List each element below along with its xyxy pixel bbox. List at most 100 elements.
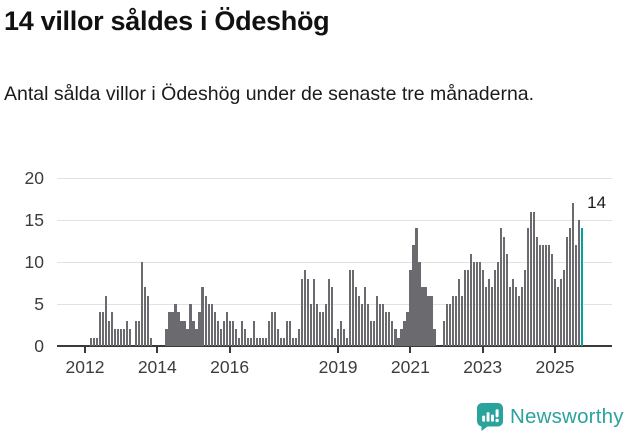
bar	[376, 295, 379, 346]
bar	[279, 337, 283, 346]
x-axis-line	[57, 345, 612, 347]
bar	[502, 236, 505, 346]
bar	[563, 270, 566, 346]
bar	[312, 278, 316, 346]
x-axis-label: 2025	[535, 357, 575, 377]
bar	[445, 304, 448, 346]
bar	[189, 304, 192, 346]
bar	[415, 228, 418, 346]
bar	[331, 287, 334, 346]
bar	[478, 262, 481, 346]
bar	[484, 287, 487, 346]
bar	[373, 320, 376, 346]
bar	[213, 312, 216, 346]
bar	[216, 320, 219, 346]
bar	[514, 287, 518, 346]
bar	[340, 320, 343, 346]
bar	[544, 245, 548, 346]
bar	[246, 337, 249, 346]
bar	[231, 320, 234, 346]
bar	[490, 287, 493, 346]
page-subtitle: Antal sålda villor i Ödeshög under de se…	[4, 83, 535, 105]
bar	[379, 304, 382, 346]
bar	[526, 228, 530, 346]
page-title: 14 villor såldes i Ödeshög	[4, 6, 330, 36]
bar	[451, 295, 454, 346]
newsworthy-icon	[476, 402, 504, 431]
bar	[171, 312, 174, 346]
bar	[144, 287, 147, 346]
bar	[535, 236, 539, 346]
bar	[442, 320, 445, 346]
bar	[418, 262, 421, 346]
bar	[123, 329, 126, 346]
x-axis-label: 2021	[390, 357, 430, 377]
gridline	[57, 303, 612, 305]
bar	[557, 287, 560, 346]
bar	[349, 270, 352, 346]
bar	[222, 320, 225, 346]
bar	[117, 329, 120, 346]
bar	[138, 320, 141, 346]
bar	[303, 270, 307, 346]
bar	[355, 287, 358, 346]
bar	[195, 329, 198, 346]
bar	[493, 270, 496, 346]
bar	[325, 304, 328, 346]
bar	[421, 287, 424, 346]
bar	[102, 312, 105, 346]
bar	[469, 253, 472, 346]
bar	[249, 337, 252, 346]
bar	[499, 228, 502, 346]
bar	[382, 304, 385, 346]
bar	[99, 312, 102, 346]
bar	[346, 337, 349, 346]
bar	[177, 312, 180, 346]
bar	[328, 278, 331, 346]
bar	[273, 312, 276, 346]
bar	[183, 320, 186, 346]
bar	[529, 211, 533, 346]
bar	[523, 270, 527, 346]
bar	[291, 337, 295, 346]
bar	[505, 253, 508, 346]
bar	[352, 270, 355, 346]
bar	[135, 320, 138, 346]
bar	[466, 270, 469, 346]
bar	[174, 304, 177, 346]
bar	[463, 270, 466, 346]
bar	[553, 278, 557, 346]
bar	[108, 320, 111, 346]
bar	[532, 211, 536, 346]
newsworthy-logo[interactable]: Newsworthy	[476, 402, 624, 431]
bar	[315, 304, 319, 346]
bar	[427, 295, 430, 346]
bar	[198, 312, 201, 346]
x-axis-tick	[553, 347, 556, 353]
bar	[309, 304, 313, 346]
bar	[270, 312, 273, 346]
bar	[575, 245, 578, 346]
bar	[517, 295, 521, 346]
x-axis-tick	[228, 347, 231, 353]
bar	[364, 287, 367, 346]
bar	[93, 337, 96, 346]
bar	[343, 329, 346, 346]
current-value-bar	[581, 228, 584, 346]
bar	[129, 329, 132, 346]
y-axis-label: 5	[34, 294, 44, 314]
bar	[370, 320, 373, 346]
gridline	[57, 219, 612, 221]
x-axis-tick	[156, 347, 159, 353]
bar	[367, 304, 370, 346]
bar	[294, 337, 298, 346]
y-axis-label: 20	[24, 168, 44, 188]
bar	[572, 203, 575, 346]
bar	[409, 270, 412, 346]
bar	[282, 337, 286, 346]
x-axis-label: 2023	[463, 357, 503, 377]
bar	[487, 278, 490, 346]
bar	[578, 220, 581, 346]
bar	[334, 337, 337, 346]
